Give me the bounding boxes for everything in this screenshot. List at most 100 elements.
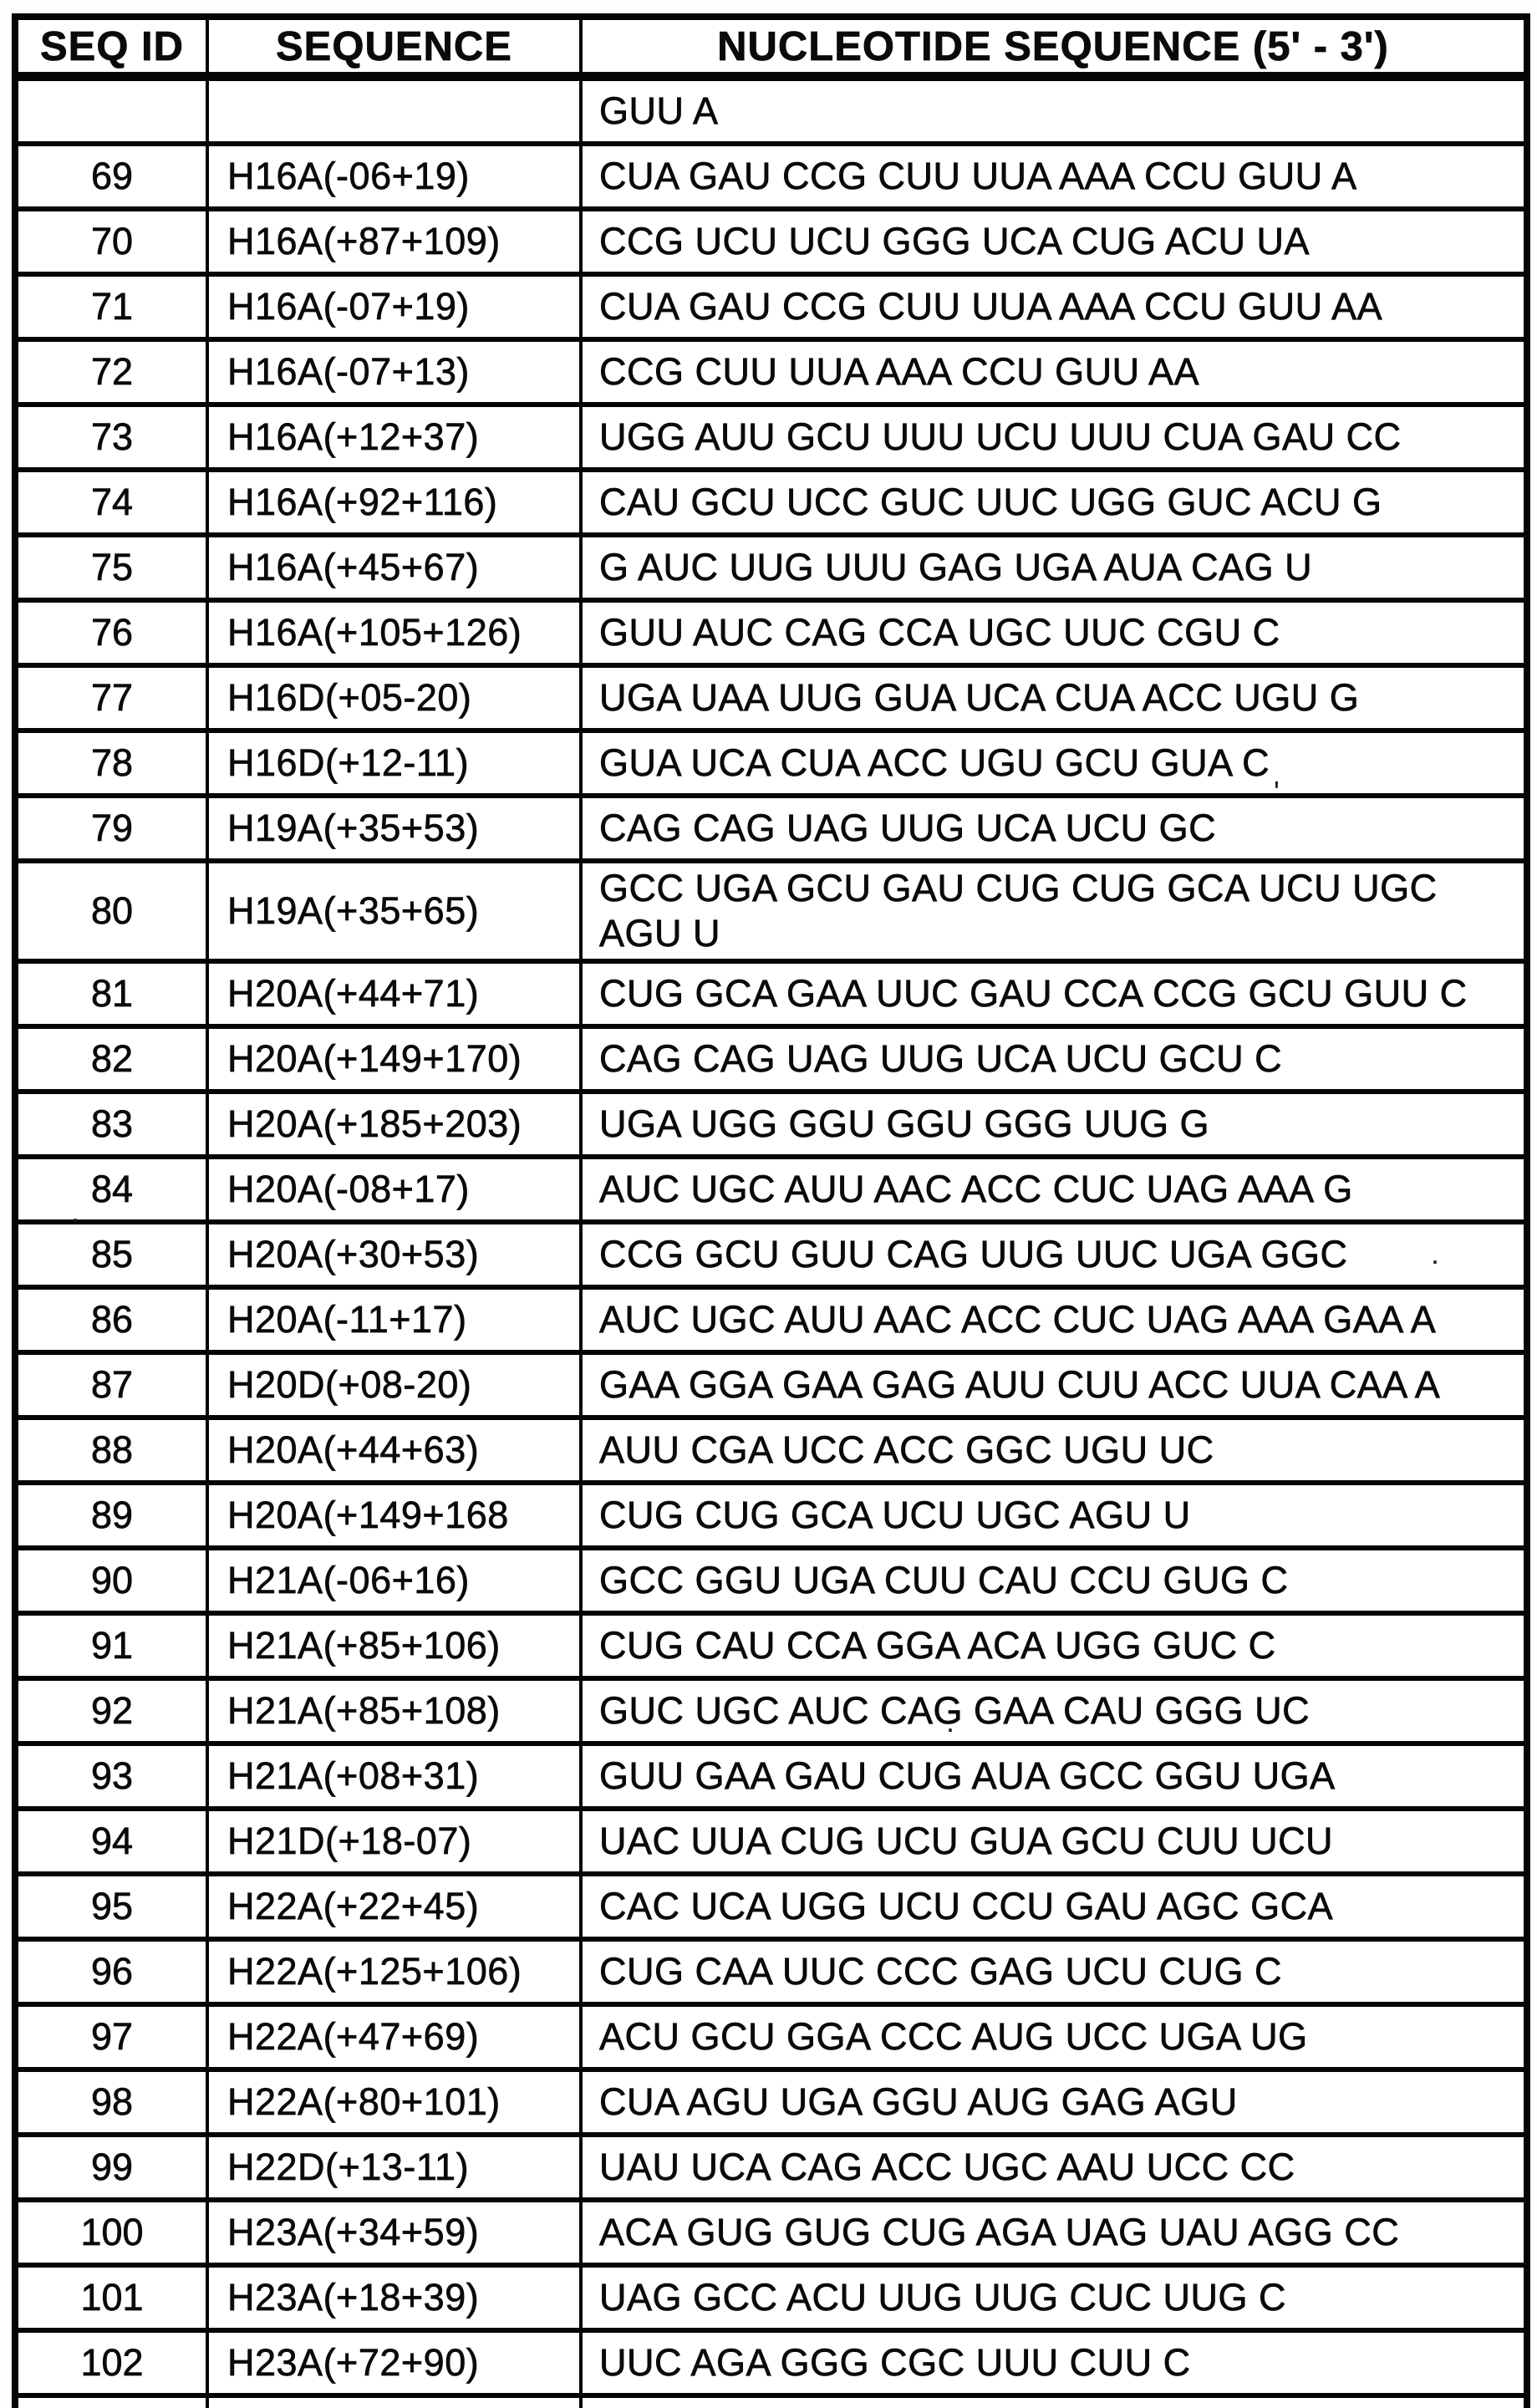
sequence-name-cell: H16D(+12-11) (206, 728, 583, 798)
table-row: 97 H22A(+47+69) ACU GCU GGA CCC AUG UCC UG… (13, 2002, 1529, 2072)
nucleotide-cell: GUU GAA GAU CUG AUA GCC GGU UGA (579, 1741, 1529, 1811)
table-header: SEQ ID SEQUENCE NUCLEOTIDE SEQUENCE (5' … (13, 14, 1529, 81)
nucleotide-cell: CUG GCA GAA UUC GAU CCA CCG GCU GUU C (579, 959, 1529, 1029)
sequence-name-cell: H24A(+48+70) (206, 2393, 583, 2408)
table-row: 75 H16A(+45+67) G AUC UUG UUU GAG UGA AUA … (13, 532, 1529, 603)
sequence-name-cell: H16A(-07+13) (206, 337, 583, 407)
sequence-name-cell (206, 74, 583, 146)
seq-id-cell: 92 (13, 1676, 209, 1746)
seq-id-cell: 100 (13, 2197, 209, 2268)
sequence-name-cell: H22A(+22+45) (206, 1871, 583, 1942)
table-row: 90 H21A(-06+16) GCC GGU UGA CUU CAU CCU GU… (13, 1545, 1529, 1616)
seq-id-cell: 91 (13, 1611, 209, 1681)
sequence-name-cell: H21A(-06+16) (206, 1545, 583, 1616)
table-row: 103H24A(+48+70)GGG CAG GCC AUU CCU CCU U… (13, 2393, 1529, 2408)
sequence-name-cell: H20D(+08-20) (206, 1350, 583, 1420)
nucleotide-cell: CUA AGU UGA GGU AUG GAG AGU (579, 2067, 1529, 2137)
seq-id-cell: 83 (13, 1089, 209, 1159)
sequence-name-cell: H21A(+08+31) (206, 1741, 583, 1811)
nucleotide-cell: UGA UAA UUG GUA UCA CUA ACC UGU G (579, 663, 1529, 733)
table-row: 73 H16A(+12+37) UGG AUU GCU UUU UCU UUU CU… (13, 402, 1529, 472)
nucleotide-cell: CUA GAU CCG CUU UUA AAA CCU GUU AA (579, 272, 1529, 342)
nucleotide-cell: CAG CAG UAG UUG UCA UCU GC (579, 793, 1529, 863)
seq-id-cell: 97 (13, 2002, 209, 2072)
nucleotide-cell: CAC UCA UGG UCU CCU GAU AGC GCA (579, 1871, 1529, 1942)
table-row: 76 H16A(+105+126) GUU AUC CAG CCA UGC UUC … (13, 598, 1529, 668)
nucleotide-cell: ACU GCU GGA CCC AUG UCC UGA UG (579, 2002, 1529, 2072)
nucleotide-cell: GUU AUC CAG CCA UGC UUC CGU C (579, 598, 1529, 668)
sequence-table: SEQ ID SEQUENCE NUCLEOTIDE SEQUENCE (5' … (12, 13, 1530, 2408)
table-row: 74 H16A(+92+116) CAU GCU UCC GUC UUC UGG G… (13, 467, 1529, 537)
seq-id-cell: 78 (13, 728, 209, 798)
seq-id-cell: 82 (13, 1024, 209, 1094)
nucleotide-cell: GUA UCA CUA ACC UGU GCU GUA C (579, 728, 1529, 798)
seq-id-cell: 76 (13, 598, 209, 668)
seq-id-cell: 79 (13, 793, 209, 863)
sequence-name-cell: H16D(+05-20) (206, 663, 583, 733)
seq-id-cell: 86 (13, 1285, 209, 1355)
table-row: 98 H22A(+80+101) CUA AGU UGA GGU AUG GAG A… (13, 2067, 1529, 2137)
nucleotide-cell: AUU CGA UCC ACC GGC UGU UC (579, 1415, 1529, 1485)
seq-id-cell: 94 (13, 1806, 209, 1876)
table-row: 80 H19A(+35+65) GCC UGA GCU GAU CUG CUG GC… (13, 858, 1529, 964)
sequence-name-cell: H19A(+35+65) (206, 858, 583, 964)
seq-id-cell: 102 (13, 2328, 209, 2398)
nucleotide-cell: CUG CAU CCA GGA ACA UGG GUC C (579, 1611, 1529, 1681)
sequence-name-cell: H20A(+30+53) (206, 1219, 583, 1290)
table-row: 70 H16A(+87+109) CCG UCU UCU GGG UCA CUG A… (13, 206, 1529, 277)
table-row: 87 H20D(+08-20) GAA GGA GAA GAG AUU CUU AC… (13, 1350, 1529, 1420)
table-row: 85 H20A(+30+53) CCG GCU GUU CAG UUG UUC UG… (13, 1219, 1529, 1290)
nucleotide-cell: CUG CUG GCA UCU UGC AGU U (579, 1480, 1529, 1550)
table-row: 83 H20A(+185+203) UGA UGG GGU GGU GGG UUG … (13, 1089, 1529, 1159)
seq-id-cell: 72 (13, 337, 209, 407)
table-row: 89 H20A(+149+168 CUG CUG GCA UCU UGC AGU U (13, 1480, 1529, 1550)
nucleotide-cell: GCC UGA GCU GAU CUG CUG GCA UCU UGC AGU … (579, 858, 1529, 964)
table-row: 84 H20A(-08+17) AUC UGC AUU AAC ACC CUC UA… (13, 1154, 1529, 1224)
sequence-name-cell: H20A(-08+17) (206, 1154, 583, 1224)
nucleotide-cell: GAA GGA GAA GAG AUU CUU ACC UUA CAA A (579, 1350, 1529, 1420)
sequence-name-cell: H16A(+87+109) (206, 206, 583, 277)
sequence-name-cell: H16A(+105+126) (206, 598, 583, 668)
seq-id-cell: 70 (13, 206, 209, 277)
header-row: SEQ ID SEQUENCE NUCLEOTIDE SEQUENCE (5' … (13, 14, 1529, 81)
table-row: 86 H20A(-11+17) AUC UGC AUU AAC ACC CUC UA… (13, 1285, 1529, 1355)
seq-id-cell: 96 (13, 1937, 209, 2007)
nucleotide-cell: CCG UCU UCU GGG UCA CUG ACU UA (579, 206, 1529, 277)
table-row: 77 H16D(+05-20) UGA UAA UUG GUA UCA CUA AC… (13, 663, 1529, 733)
scan-artifact: . (946, 1704, 955, 1739)
seq-id-cell: 85 (13, 1219, 209, 1290)
table-row: 69 H16A(-06+19) CUA GAU CCG CUU UUA AAA CC… (13, 141, 1529, 211)
table-row: 94 H21D(+18-07) UAC UUA CUG UCU GUA GCU CU… (13, 1806, 1529, 1876)
table-row: 102 H23A(+72+90) UUC AGA GGG CGC UUU CUU C (13, 2328, 1529, 2398)
nucleotide-cell: CAG CAG UAG UUG UCA UCU GCU C (579, 1024, 1529, 1094)
sequence-name-cell: H22A(+80+101) (206, 2067, 583, 2137)
seq-id-cell: 81 (13, 959, 209, 1029)
sequence-name-cell: H22A(+125+106) (206, 1937, 583, 2007)
table-row: 95 H22A(+22+45) CAC UCA UGG UCU CCU GAU AG… (13, 1871, 1529, 1942)
nucleotide-cell: GGG CAG GCC AUU CCU CCU UCA GA (579, 2393, 1529, 2408)
seq-id-cell: 75 (13, 532, 209, 603)
seq-id-cell: 77 (13, 663, 209, 733)
sequence-name-cell: H23A(+18+39) (206, 2263, 583, 2333)
table-row: 101 H23A(+18+39) UAG GCC ACU UUG UUG CUC U… (13, 2263, 1529, 2333)
sequence-name-cell: H16A(+45+67) (206, 532, 583, 603)
nucleotide-cell: UAG GCC ACU UUG UUG CUC UUG C (579, 2263, 1529, 2333)
nucleotide-cell: CCG GCU GUU CAG UUG UUC UGA GGC (579, 1219, 1529, 1290)
nucleotide-cell: GCC GGU UGA CUU CAU CCU GUG C (579, 1545, 1529, 1616)
seq-id-cell: 99 (13, 2132, 209, 2202)
nucleotide-cell: G AUC UUG UUU GAG UGA AUA CAG U (579, 532, 1529, 603)
table-row: 82 H20A(+149+170) CAG CAG UAG UUG UCA UCU … (13, 1024, 1529, 1094)
table-row: 91 H21A(+85+106) CUG CAU CCA GGA ACA UGG G… (13, 1611, 1529, 1681)
sequence-name-cell: H20A(+44+71) (206, 959, 583, 1029)
seq-id-cell: 90 (13, 1545, 209, 1616)
scan-artifact: . (71, 1194, 80, 1229)
nucleotide-cell: UGG AUU GCU UUU UCU UUU CUA GAU CC (579, 402, 1529, 472)
sequence-name-cell: H20A(+185+203) (206, 1089, 583, 1159)
sequence-name-cell: H20A(-11+17) (206, 1285, 583, 1355)
sequence-name-cell: H19A(+35+53) (206, 793, 583, 863)
seq-id-cell: 80 (13, 858, 209, 964)
seq-id-cell: 89 (13, 1480, 209, 1550)
scan-artifact: . (1431, 1236, 1440, 1270)
nucleotide-cell: AUC UGC AUU AAC ACC CUC UAG AAA G (579, 1154, 1529, 1224)
